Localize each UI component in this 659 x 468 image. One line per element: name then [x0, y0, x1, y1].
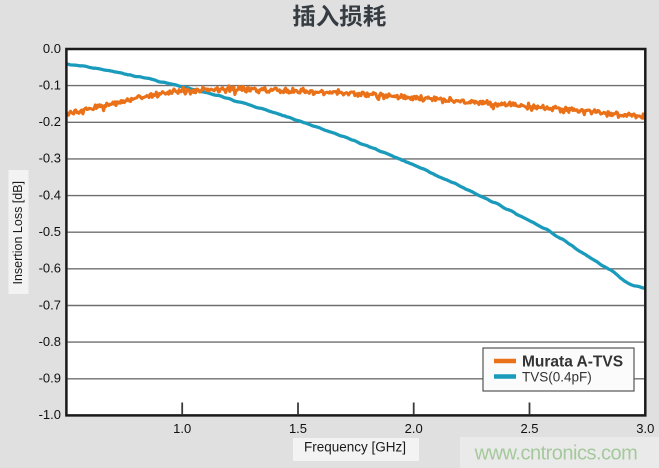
- svg-text:Murata A-TVS: Murata A-TVS: [522, 354, 623, 371]
- svg-text:3.0: 3.0: [636, 421, 654, 436]
- svg-text:2.5: 2.5: [520, 421, 538, 436]
- svg-text:-1.0: -1.0: [39, 407, 61, 422]
- svg-text:-0.5: -0.5: [39, 224, 61, 239]
- svg-text:0.0: 0.0: [43, 41, 61, 56]
- svg-text:-0.2: -0.2: [39, 114, 61, 129]
- svg-text:Insertion Loss [dB]: Insertion Loss [dB]: [11, 181, 25, 285]
- svg-text:-0.1: -0.1: [39, 77, 61, 92]
- svg-text:1.5: 1.5: [289, 421, 307, 436]
- svg-text:-0.3: -0.3: [39, 151, 61, 166]
- svg-text:1.0: 1.0: [173, 421, 191, 436]
- svg-text:Frequency [GHz]: Frequency [GHz]: [304, 440, 406, 455]
- svg-text:-0.9: -0.9: [39, 371, 61, 386]
- svg-text:TVS(0.4pF): TVS(0.4pF): [522, 370, 592, 385]
- svg-text:-0.4: -0.4: [39, 187, 61, 202]
- svg-text:-0.7: -0.7: [39, 297, 61, 312]
- svg-text:-0.6: -0.6: [39, 261, 61, 276]
- svg-text:-0.8: -0.8: [39, 334, 61, 349]
- svg-text:2.0: 2.0: [405, 421, 423, 436]
- svg-text:www.cntronics.com: www.cntronics.com: [474, 443, 638, 465]
